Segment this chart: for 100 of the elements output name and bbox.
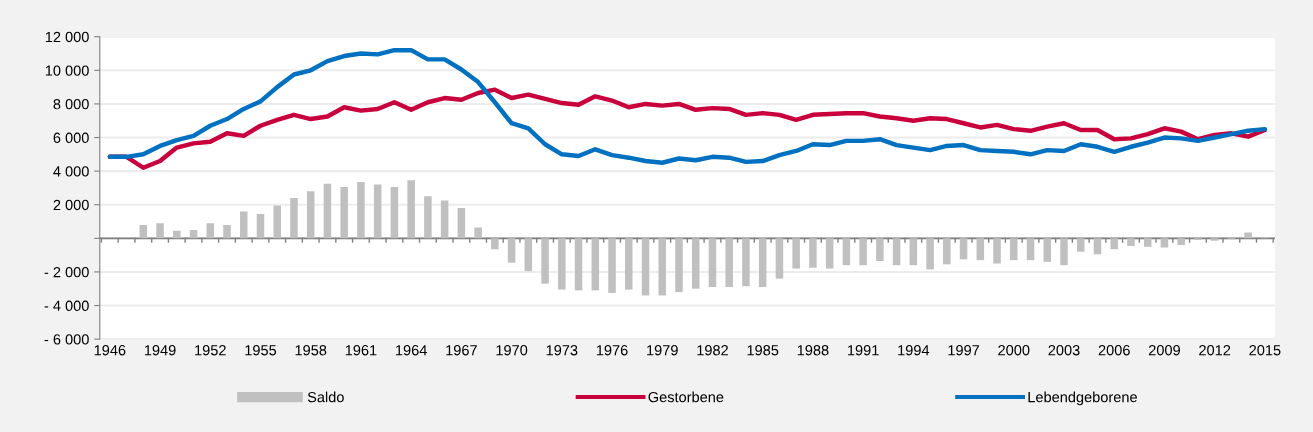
bar [909, 238, 918, 266]
bar [1093, 238, 1102, 255]
bar [474, 227, 482, 239]
bar [507, 238, 516, 263]
bar [691, 238, 700, 289]
bar [926, 238, 934, 270]
y-tick-label: 10 000 [45, 65, 89, 76]
y-tick-label: 6 000 [53, 132, 89, 143]
bar [558, 238, 566, 290]
x-tick-label: 1982 [697, 345, 728, 356]
bar [491, 238, 499, 250]
bar [574, 238, 583, 291]
bar [708, 238, 717, 288]
bar [742, 238, 750, 287]
bar [340, 187, 348, 239]
bar [1110, 238, 1118, 250]
x-tick-label: 1958 [295, 345, 327, 356]
y-tick-label: - 2 000 [44, 267, 89, 278]
bar [976, 238, 985, 261]
x-tick-label: 2015 [1249, 345, 1281, 356]
bar [156, 223, 164, 239]
bar [725, 238, 733, 288]
bar [1010, 238, 1018, 261]
bar [1043, 238, 1052, 262]
bar [625, 238, 633, 290]
y-tick-label: 4 000 [53, 166, 89, 177]
y-tick-label: 8 000 [53, 99, 89, 110]
bar [1160, 238, 1169, 248]
bar [357, 182, 365, 239]
bar [859, 238, 867, 266]
line-series [107, 47, 1268, 165]
x-tick-label: 2009 [1148, 345, 1180, 356]
legend-label: Saldo [307, 391, 344, 403]
x-tick-label: 1964 [396, 345, 427, 356]
bar [1127, 238, 1135, 246]
bar [223, 224, 231, 239]
x-tick-label: 1961 [345, 345, 377, 356]
bar [1244, 232, 1252, 239]
bar [1177, 238, 1185, 246]
x-tick-label: 1973 [546, 345, 578, 356]
bar [373, 184, 382, 239]
bar [1076, 238, 1085, 252]
bar [758, 238, 767, 288]
x-tick-label: 2006 [1098, 345, 1130, 356]
bar [1026, 238, 1035, 261]
bar [842, 238, 851, 266]
bar [809, 238, 817, 268]
bar [407, 180, 415, 239]
y-tick-label: - 4 000 [44, 300, 89, 311]
bar [139, 224, 148, 239]
x-tick-label: 1955 [245, 345, 277, 356]
x-tick-label: 1949 [144, 345, 176, 356]
bar [541, 238, 549, 284]
bar [306, 191, 315, 239]
bar [591, 238, 600, 291]
bar [825, 238, 834, 269]
x-tick-label: 1976 [596, 345, 628, 356]
x-tick-label: 1970 [496, 345, 528, 356]
bar [390, 187, 399, 239]
x-tick-label: 1967 [446, 345, 477, 356]
bar [256, 213, 265, 239]
bar [1210, 238, 1219, 241]
x-tick-label: 1997 [948, 345, 980, 356]
bar [641, 238, 650, 296]
y-tick-label: 12 000 [45, 31, 89, 43]
bar [457, 208, 466, 239]
bar [775, 238, 784, 279]
bar [658, 238, 667, 296]
bar [892, 238, 901, 266]
y-tick-label: 2 000 [53, 199, 89, 211]
x-tick-label: 1985 [747, 345, 779, 356]
x-tick-label: 2000 [998, 345, 1030, 356]
legend-label: Gestorbene [648, 391, 724, 403]
x-tick-label: 1946 [94, 345, 126, 356]
bar [675, 238, 683, 293]
bar [608, 238, 616, 293]
x-tick-label: 1952 [195, 345, 226, 356]
bar [173, 230, 181, 239]
x-tick-label: 2012 [1199, 345, 1231, 356]
bar [440, 200, 449, 239]
x-tick-label: 2003 [1048, 345, 1080, 356]
bar [239, 211, 248, 239]
x-tick-label: 1988 [797, 345, 829, 356]
x-tick-label: 1979 [647, 345, 678, 356]
bar [290, 198, 298, 239]
bar [792, 238, 800, 269]
x-tick-label: 1991 [848, 345, 879, 356]
bar [524, 238, 533, 272]
x-tick-label: 1994 [898, 345, 930, 356]
bar [993, 238, 1001, 264]
bar [876, 238, 884, 261]
bar [1060, 238, 1068, 266]
bar [323, 183, 332, 239]
bar [424, 196, 432, 239]
bar [959, 238, 968, 260]
legend-label: Lebendgeborene [1028, 391, 1137, 406]
bar [943, 238, 951, 265]
bar [1143, 238, 1152, 247]
bar [273, 205, 281, 239]
bar [206, 223, 215, 239]
